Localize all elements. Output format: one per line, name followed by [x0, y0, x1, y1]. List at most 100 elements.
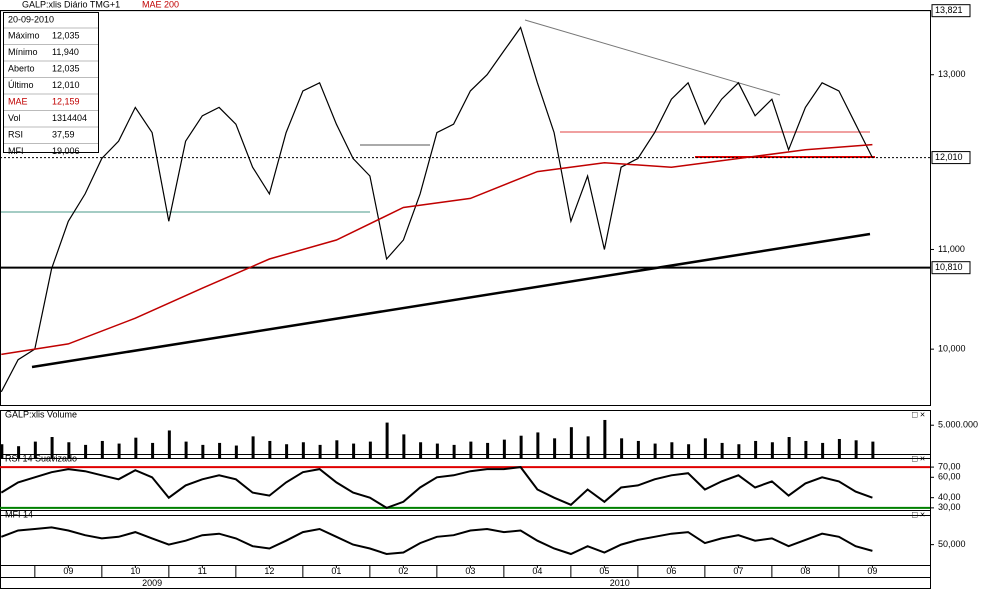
x-tick-label: 06	[666, 566, 676, 576]
info-value: 37,59	[52, 129, 75, 139]
bar	[17, 446, 21, 458]
y-tick-label: 10,000	[938, 344, 966, 354]
bar	[502, 439, 506, 458]
level-label: 10,810	[935, 262, 963, 272]
panel-controls: □ ×	[912, 409, 925, 419]
legend-entry: MAE 200	[142, 0, 179, 9]
panel-frame	[0, 410, 931, 459]
bar	[720, 442, 724, 458]
trend-line	[31, 232, 871, 369]
bar	[134, 437, 138, 458]
info-label: MFI	[8, 146, 24, 156]
bar	[804, 440, 808, 458]
bar	[636, 440, 640, 458]
bar	[335, 440, 339, 458]
y-tick-label: 5.000.000	[938, 420, 978, 430]
info-label: Máximo	[8, 30, 40, 40]
info-value: 12,035	[52, 63, 80, 73]
x-tick-label: 12	[264, 566, 274, 576]
x-tick-label: 08	[800, 566, 810, 576]
data-line	[0, 526, 873, 556]
x-tick-label: 09	[63, 566, 73, 576]
x-tick-label: 03	[465, 566, 475, 576]
bar	[754, 440, 758, 458]
panel-controls: □ ×	[912, 453, 925, 463]
bar	[603, 419, 607, 458]
bar	[368, 441, 372, 458]
info-value: 12,159	[52, 96, 80, 106]
info-label: RSI	[8, 129, 23, 139]
bar	[151, 442, 155, 458]
panel-title: RSI 14 Suavizado	[5, 453, 77, 463]
bar	[770, 442, 774, 458]
trend-lines	[0, 19, 875, 369]
level-label-box	[931, 261, 971, 275]
bar	[167, 430, 171, 458]
bar	[402, 434, 406, 458]
x-tick-label: 02	[398, 566, 408, 576]
y-tick-label: 60,00	[938, 472, 961, 482]
bar	[33, 441, 37, 458]
bar	[452, 444, 456, 458]
bar	[620, 438, 624, 458]
bar	[251, 436, 255, 458]
bar	[687, 444, 691, 458]
chart-title: GALP:xlis Diário TMG+1	[22, 0, 120, 9]
info-label: Mínimo	[8, 47, 38, 57]
panel-title: GALP:xlis Volume	[5, 409, 77, 419]
bar	[50, 437, 54, 458]
bar	[469, 441, 473, 458]
bar	[653, 443, 657, 458]
bar	[486, 442, 490, 458]
info-box: 20-09-2010 Máximo 12,035 Mínimo 11,940 Aberto…	[3, 12, 99, 156]
bar	[385, 422, 389, 458]
bar	[201, 444, 205, 458]
bar	[234, 445, 238, 458]
bar	[184, 441, 188, 458]
year-label: 2009	[142, 578, 162, 588]
bar	[854, 440, 858, 458]
info-value: 12,010	[52, 80, 80, 90]
bar	[285, 444, 289, 458]
bar	[435, 443, 439, 458]
data-line	[0, 466, 873, 510]
panel-controls: □ ×	[912, 509, 925, 519]
bar	[301, 442, 305, 458]
y-tick-label: 50,000	[938, 539, 966, 549]
bar	[837, 438, 841, 458]
data-line	[0, 26, 873, 393]
trend-line	[524, 19, 781, 96]
info-box-frame	[3, 12, 99, 153]
bar	[703, 438, 707, 458]
x-tick-label: 07	[733, 566, 743, 576]
y-tick-label: 70,00	[938, 461, 961, 471]
bar	[519, 435, 523, 458]
x-tick-label: 05	[599, 566, 609, 576]
level-label: 13,821	[935, 5, 963, 15]
x-tick-label: 09	[867, 566, 877, 576]
x-tick-label: 11	[198, 566, 207, 576]
bar	[117, 443, 121, 458]
bar	[100, 440, 104, 458]
x-tick-label: 10	[130, 566, 140, 576]
y-tick-label: 13,000	[938, 69, 966, 79]
info-label: Último	[8, 80, 34, 90]
info-label: Aberto	[8, 63, 35, 73]
bar	[419, 442, 423, 458]
info-value: 12,035	[52, 30, 80, 40]
level-label-box	[931, 4, 971, 18]
year-label: 2010	[610, 578, 630, 588]
info-value: 11,940	[52, 47, 79, 57]
y-tick-label: 30,00	[938, 502, 961, 512]
bar	[821, 442, 825, 458]
bar	[268, 440, 272, 458]
info-date: 20-09-2010	[8, 14, 54, 24]
panel-frame	[0, 454, 931, 516]
level-label: 12,010	[935, 152, 963, 162]
bar	[0, 444, 4, 458]
bar	[67, 442, 71, 458]
bar	[569, 427, 573, 458]
y-tick-label: 11,000	[938, 244, 965, 254]
